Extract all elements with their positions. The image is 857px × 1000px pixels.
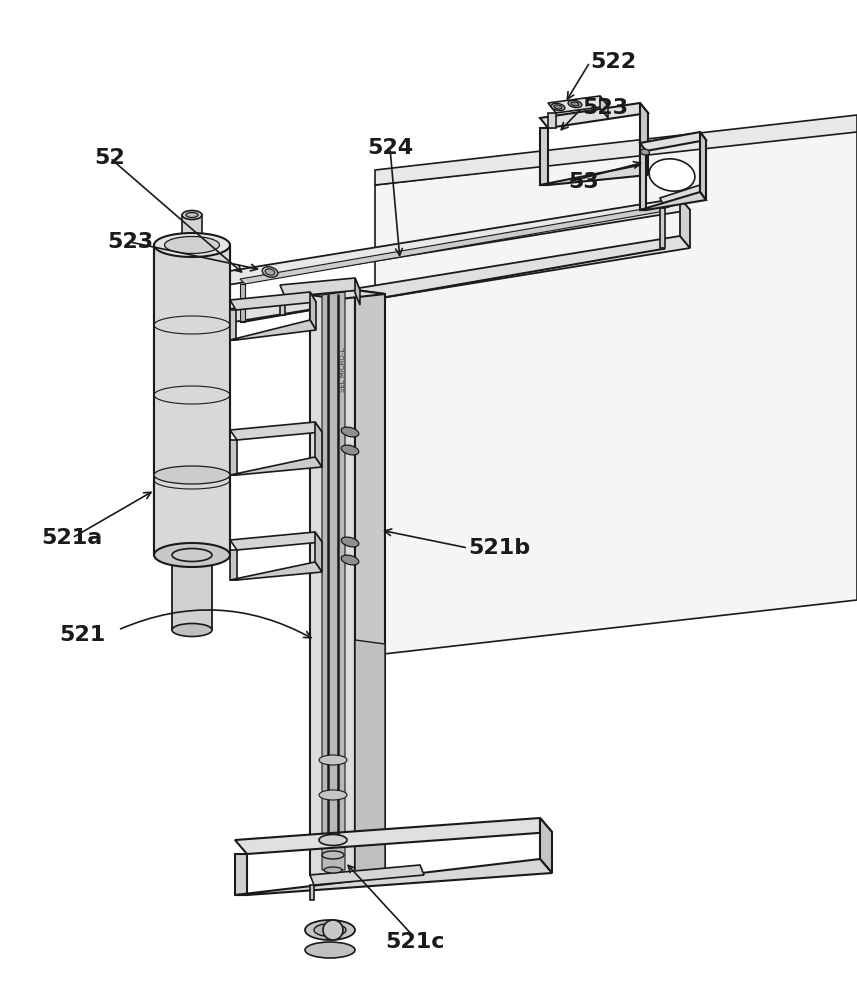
Ellipse shape bbox=[319, 755, 347, 765]
Polygon shape bbox=[315, 532, 322, 572]
Ellipse shape bbox=[154, 543, 230, 567]
Polygon shape bbox=[315, 422, 322, 467]
Text: 524: 524 bbox=[367, 138, 413, 158]
Ellipse shape bbox=[319, 834, 347, 846]
Polygon shape bbox=[235, 818, 552, 854]
Polygon shape bbox=[230, 532, 322, 550]
Ellipse shape bbox=[165, 236, 219, 253]
Polygon shape bbox=[640, 132, 706, 151]
Ellipse shape bbox=[551, 103, 565, 111]
Polygon shape bbox=[548, 96, 608, 113]
Polygon shape bbox=[548, 113, 556, 128]
Polygon shape bbox=[240, 206, 665, 284]
Polygon shape bbox=[230, 310, 236, 340]
Ellipse shape bbox=[640, 149, 650, 155]
Polygon shape bbox=[230, 562, 322, 580]
Polygon shape bbox=[280, 297, 285, 315]
Ellipse shape bbox=[322, 851, 344, 859]
Polygon shape bbox=[660, 185, 705, 208]
Polygon shape bbox=[230, 292, 316, 310]
Ellipse shape bbox=[649, 159, 695, 191]
Polygon shape bbox=[230, 440, 237, 475]
Ellipse shape bbox=[172, 624, 212, 637]
Polygon shape bbox=[540, 103, 648, 128]
Text: SEL MICRO-L: SEL MICRO-L bbox=[340, 348, 346, 392]
Polygon shape bbox=[235, 854, 247, 895]
Text: 521c: 521c bbox=[386, 932, 445, 952]
Polygon shape bbox=[600, 96, 608, 118]
Text: 523: 523 bbox=[107, 232, 153, 252]
Ellipse shape bbox=[154, 466, 230, 484]
Ellipse shape bbox=[305, 942, 355, 958]
Ellipse shape bbox=[305, 920, 355, 940]
Polygon shape bbox=[310, 290, 385, 299]
Polygon shape bbox=[182, 215, 202, 245]
Ellipse shape bbox=[568, 100, 582, 108]
Polygon shape bbox=[230, 320, 316, 340]
Ellipse shape bbox=[186, 213, 198, 218]
Polygon shape bbox=[205, 198, 690, 287]
Text: 52: 52 bbox=[94, 148, 125, 168]
Polygon shape bbox=[172, 555, 212, 630]
Ellipse shape bbox=[571, 102, 579, 106]
Polygon shape bbox=[310, 290, 355, 875]
Polygon shape bbox=[375, 130, 857, 655]
Polygon shape bbox=[540, 128, 548, 185]
Polygon shape bbox=[355, 290, 385, 875]
Ellipse shape bbox=[341, 537, 359, 547]
Ellipse shape bbox=[172, 548, 212, 562]
Polygon shape bbox=[205, 275, 215, 325]
Ellipse shape bbox=[341, 555, 359, 565]
Polygon shape bbox=[205, 236, 690, 325]
Polygon shape bbox=[280, 278, 360, 297]
Polygon shape bbox=[680, 198, 690, 248]
Polygon shape bbox=[355, 278, 360, 305]
Polygon shape bbox=[640, 192, 706, 210]
Polygon shape bbox=[230, 457, 322, 475]
Polygon shape bbox=[540, 165, 648, 185]
Polygon shape bbox=[240, 249, 665, 322]
Polygon shape bbox=[240, 284, 245, 322]
Polygon shape bbox=[235, 859, 552, 895]
Polygon shape bbox=[660, 208, 665, 248]
Text: 53: 53 bbox=[568, 172, 599, 192]
Ellipse shape bbox=[265, 269, 275, 275]
Polygon shape bbox=[310, 885, 314, 900]
Ellipse shape bbox=[323, 920, 343, 940]
Text: 521: 521 bbox=[59, 625, 105, 645]
Polygon shape bbox=[355, 640, 385, 875]
Ellipse shape bbox=[341, 427, 359, 437]
Ellipse shape bbox=[554, 105, 562, 109]
Text: 523: 523 bbox=[582, 98, 628, 118]
Polygon shape bbox=[375, 115, 857, 185]
Polygon shape bbox=[310, 865, 424, 885]
Polygon shape bbox=[154, 245, 230, 555]
Text: 521b: 521b bbox=[468, 538, 530, 558]
Text: 522: 522 bbox=[590, 52, 636, 72]
Polygon shape bbox=[700, 132, 706, 200]
Ellipse shape bbox=[262, 267, 278, 277]
Polygon shape bbox=[640, 151, 646, 210]
Polygon shape bbox=[230, 550, 237, 580]
Polygon shape bbox=[640, 103, 648, 175]
Ellipse shape bbox=[341, 445, 359, 455]
Ellipse shape bbox=[182, 211, 202, 220]
Polygon shape bbox=[540, 818, 552, 873]
Polygon shape bbox=[230, 422, 322, 440]
Ellipse shape bbox=[314, 924, 346, 936]
Polygon shape bbox=[322, 292, 345, 870]
Polygon shape bbox=[310, 292, 316, 330]
Ellipse shape bbox=[324, 867, 342, 873]
Ellipse shape bbox=[154, 233, 230, 257]
Ellipse shape bbox=[319, 790, 347, 800]
Text: 521a: 521a bbox=[41, 528, 103, 548]
